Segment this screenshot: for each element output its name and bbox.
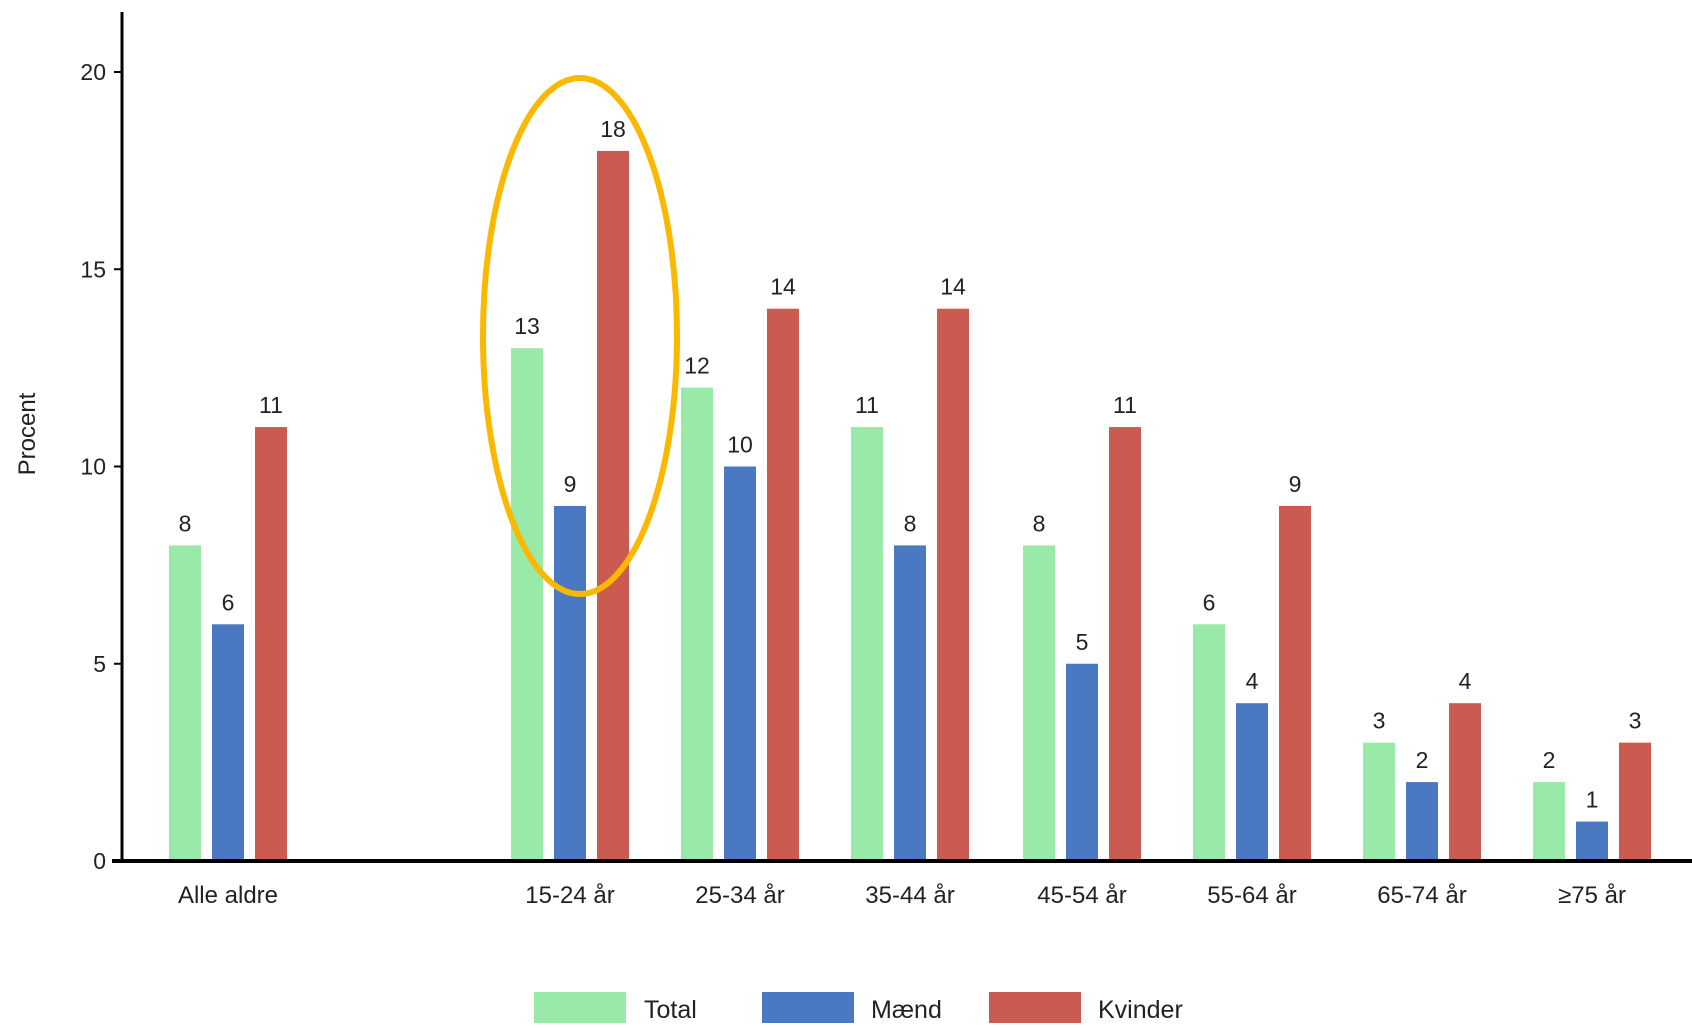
category-label: 55-64 år bbox=[1207, 882, 1296, 909]
bar-total-3 bbox=[851, 427, 883, 861]
bar-kvinder-4 bbox=[1109, 427, 1141, 861]
value-label: 10 bbox=[727, 432, 753, 458]
value-label: 11 bbox=[855, 392, 879, 418]
legend-swatch-mænd bbox=[762, 992, 854, 1023]
category-label: 25-34 år bbox=[695, 882, 784, 909]
value-label: 18 bbox=[600, 116, 626, 142]
bar-mænd-2 bbox=[724, 466, 756, 861]
category-label: 15-24 år bbox=[525, 882, 614, 909]
value-label: 3 bbox=[1373, 708, 1386, 734]
legend-label: Total bbox=[644, 996, 697, 1023]
bar-mænd-4 bbox=[1066, 663, 1098, 861]
bar-total-5 bbox=[1193, 624, 1225, 861]
value-label: 9 bbox=[1289, 471, 1302, 497]
value-label: 4 bbox=[1459, 668, 1472, 694]
bar-kvinder-0 bbox=[255, 427, 287, 861]
y-tick-label: 5 bbox=[93, 651, 106, 677]
category-label: 45-54 år bbox=[1037, 882, 1126, 909]
y-axis-label: Procent bbox=[14, 392, 41, 475]
value-label: 2 bbox=[1416, 747, 1429, 773]
value-label: 8 bbox=[904, 510, 917, 536]
value-label: 11 bbox=[1113, 392, 1137, 418]
value-label: 6 bbox=[222, 589, 235, 615]
value-label: 9 bbox=[564, 471, 577, 497]
value-label: 4 bbox=[1246, 668, 1259, 694]
bar-mænd-3 bbox=[894, 545, 926, 861]
value-label: 13 bbox=[514, 313, 540, 339]
value-label: 3 bbox=[1629, 708, 1642, 734]
value-label: 2 bbox=[1543, 747, 1556, 773]
bar-mænd-7 bbox=[1576, 821, 1608, 861]
highlight-ellipse bbox=[480, 75, 680, 597]
bar-total-6 bbox=[1363, 742, 1395, 861]
bar-mænd-5 bbox=[1236, 703, 1268, 861]
legend-label: Kvinder bbox=[1098, 996, 1183, 1023]
y-tick-label: 0 bbox=[93, 848, 106, 874]
bar-total-2 bbox=[681, 387, 713, 861]
bar-total-1 bbox=[511, 348, 543, 861]
category-label: 35-44 år bbox=[865, 882, 954, 909]
y-tick-label: 10 bbox=[80, 454, 106, 480]
bar-kvinder-3 bbox=[937, 308, 969, 861]
value-label: 6 bbox=[1203, 589, 1216, 615]
bar-kvinder-6 bbox=[1449, 703, 1481, 861]
bar-kvinder-5 bbox=[1279, 505, 1311, 861]
bar-mænd-0 bbox=[212, 624, 244, 861]
legend-label: Mænd bbox=[871, 996, 942, 1023]
value-label: 5 bbox=[1076, 629, 1089, 655]
value-label: 12 bbox=[684, 353, 710, 379]
bar-mænd-6 bbox=[1406, 782, 1438, 861]
category-label: 65-74 år bbox=[1377, 882, 1466, 909]
bar-kvinder-2 bbox=[767, 308, 799, 861]
value-label: 8 bbox=[179, 510, 192, 536]
value-label: 11 bbox=[259, 392, 283, 418]
value-label: 14 bbox=[770, 274, 796, 300]
category-label: ≥75 år bbox=[1558, 882, 1626, 909]
bar-total-4 bbox=[1023, 545, 1055, 861]
legend-swatch-total bbox=[534, 992, 626, 1023]
y-tick-label: 15 bbox=[80, 256, 106, 282]
legend-swatch-kvinder bbox=[989, 992, 1081, 1023]
bar-kvinder-1 bbox=[597, 150, 629, 861]
bar-total-7 bbox=[1533, 782, 1565, 861]
bar-kvinder-7 bbox=[1619, 742, 1651, 861]
bar-mænd-1 bbox=[554, 505, 586, 861]
value-label: 8 bbox=[1033, 510, 1046, 536]
value-label: 1 bbox=[1586, 787, 1599, 813]
bar-total-0 bbox=[169, 545, 201, 861]
category-label: Alle aldre bbox=[178, 882, 278, 909]
y-tick-label: 20 bbox=[80, 59, 106, 85]
value-label: 14 bbox=[940, 274, 966, 300]
